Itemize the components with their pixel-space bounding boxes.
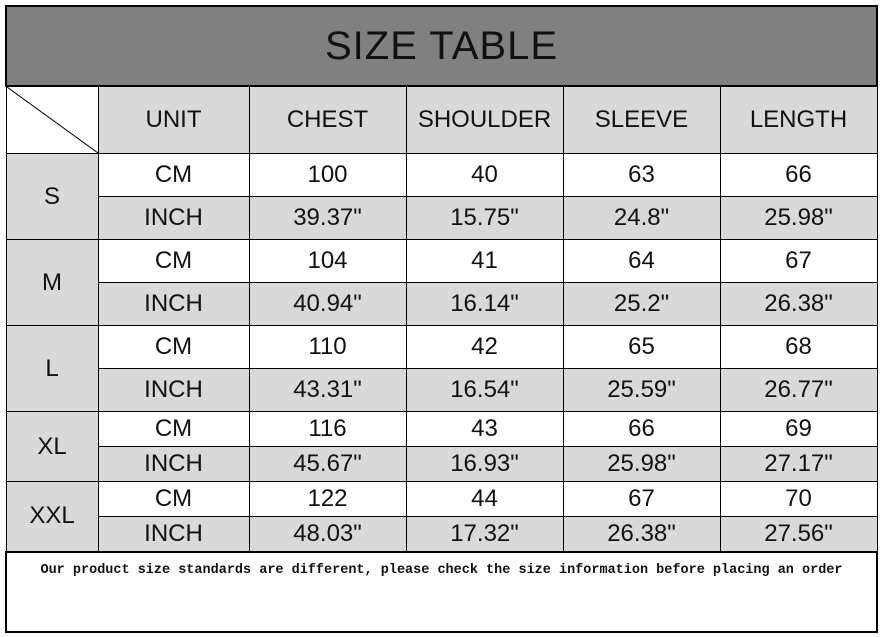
value-cell: 116 [248, 411, 407, 447]
size-table: SIZE TABLE UNIT CHEST SHOULDER SLEEVE LE… [4, 5, 879, 633]
value-cell: 110 [248, 325, 407, 369]
value-cell: 16.93" [405, 446, 564, 482]
value-cell: 26.77" [719, 368, 878, 412]
value-cell: 27.56" [719, 516, 878, 552]
footer-note: Our product size standards are different… [4, 550, 879, 633]
diagonal-corner-cell [5, 85, 99, 154]
value-cell: 67 [562, 481, 721, 517]
table-title: SIZE TABLE [4, 5, 879, 87]
unit-cell: CM [97, 481, 250, 517]
unit-cell: CM [97, 239, 250, 283]
table-row: INCH 39.37" 15.75" 24.8" 25.98" [6, 196, 878, 240]
size-label: XXL [5, 481, 99, 552]
value-cell: 25.59" [562, 368, 721, 412]
value-cell: 65 [562, 325, 721, 369]
value-cell: 25.2" [562, 282, 721, 326]
table-row: XL CM 116 43 66 69 [5, 411, 878, 482]
value-cell: 24.8" [562, 196, 721, 240]
table-row: S CM 100 40 63 66 [5, 153, 878, 240]
unit-cell: INCH [97, 282, 250, 326]
value-cell: 67 [719, 239, 878, 283]
size-label: XL [5, 411, 99, 482]
value-cell: 27.17" [719, 446, 878, 482]
value-cell: 48.03" [248, 516, 407, 552]
value-cell: 25.98" [562, 446, 721, 482]
header-shoulder: SHOULDER [405, 85, 564, 154]
value-cell: 69 [719, 411, 878, 447]
value-cell: 122 [248, 481, 407, 517]
value-cell: 104 [248, 239, 407, 283]
size-label: S [5, 153, 99, 240]
table-row: INCH 45.67" 16.93" 25.98" 27.17" [6, 446, 878, 482]
size-label: L [5, 325, 99, 412]
value-cell: 45.67" [248, 446, 407, 482]
value-cell: 63 [562, 153, 721, 197]
header-sleeve: SLEEVE [562, 85, 721, 154]
value-cell: 39.37" [248, 196, 407, 240]
value-cell: 42 [405, 325, 564, 369]
value-cell: 66 [562, 411, 721, 447]
value-cell: 26.38" [719, 282, 878, 326]
value-cell: 41 [405, 239, 564, 283]
unit-cell: CM [97, 153, 250, 197]
unit-cell: INCH [97, 368, 250, 412]
header-length: LENGTH [719, 85, 878, 154]
header-chest: CHEST [248, 85, 407, 154]
value-cell: 64 [562, 239, 721, 283]
value-cell: 25.98" [719, 196, 878, 240]
unit-cell: INCH [97, 446, 250, 482]
table-row: INCH 40.94" 16.14" 25.2" 26.38" [6, 282, 878, 326]
value-cell: 100 [248, 153, 407, 197]
value-cell: 40.94" [248, 282, 407, 326]
value-cell: 43 [405, 411, 564, 447]
table-row: L CM 110 42 65 68 [5, 325, 878, 412]
table-row: M CM 104 41 64 67 [5, 239, 878, 326]
unit-cell: CM [97, 325, 250, 369]
unit-cell: INCH [97, 516, 250, 552]
value-cell: 40 [405, 153, 564, 197]
value-cell: 43.31" [248, 368, 407, 412]
table-row: XXL CM 122 44 67 70 [5, 481, 878, 552]
table-row: INCH 43.31" 16.54" 25.59" 26.77" [6, 368, 878, 412]
value-cell: 17.32" [405, 516, 564, 552]
size-label: M [5, 239, 99, 326]
value-cell: 44 [405, 481, 564, 517]
value-cell: 66 [719, 153, 878, 197]
unit-cell: CM [97, 411, 250, 447]
table-row: INCH 48.03" 17.32" 26.38" 27.56" [6, 516, 878, 552]
value-cell: 16.54" [405, 368, 564, 412]
header-unit: UNIT [97, 85, 250, 154]
value-cell: 70 [719, 481, 878, 517]
value-cell: 15.75" [405, 196, 564, 240]
value-cell: 26.38" [562, 516, 721, 552]
unit-cell: INCH [97, 196, 250, 240]
value-cell: 68 [719, 325, 878, 369]
value-cell: 16.14" [405, 282, 564, 326]
